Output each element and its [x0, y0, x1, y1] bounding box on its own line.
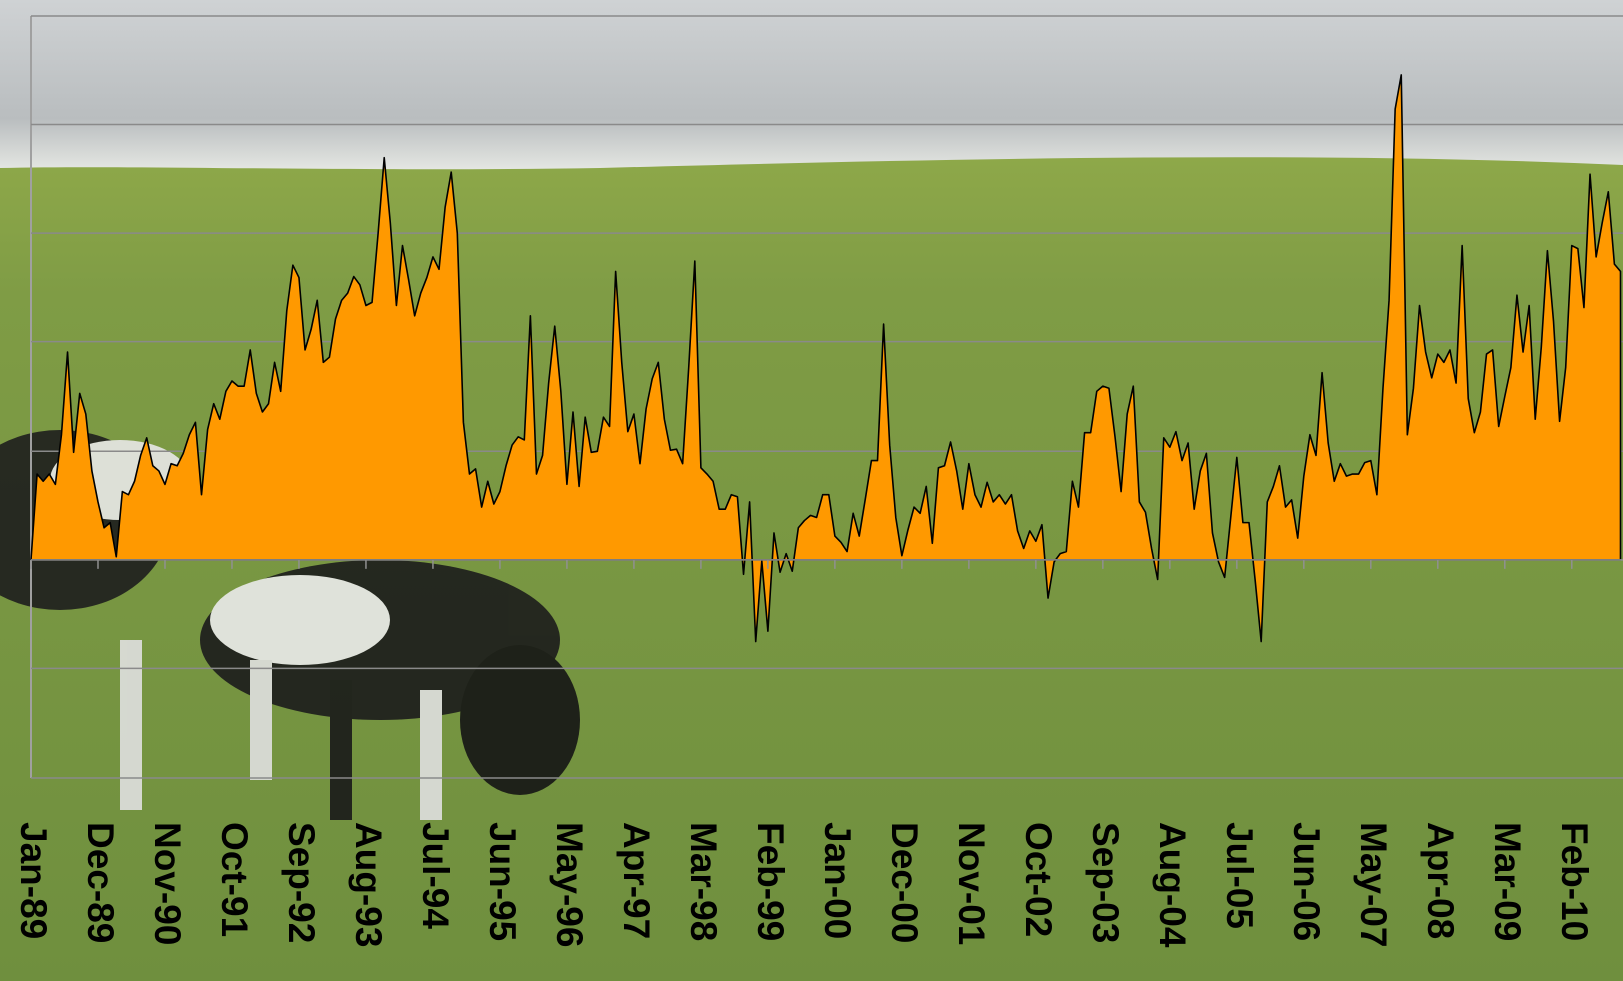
x-tick-label: Jul-05	[1219, 822, 1260, 929]
x-tick-label: Dec-89	[80, 822, 121, 943]
x-tick-label: Apr-97	[616, 822, 657, 939]
x-tick-label: Sep-03	[1085, 822, 1126, 943]
x-tick-label: Aug-04	[1152, 822, 1193, 948]
page: Jan-89 Dec-89 Nov-90 Oct-91 Sep-92 Aug-93 Jul-…	[0, 0, 1623, 981]
x-tick-label: Oct-91	[214, 822, 255, 937]
x-tick-label: Jun-95	[482, 822, 523, 941]
chart: Jan-89 Dec-89 Nov-90 Oct-91 Sep-92 Aug-93 Jul-…	[0, 0, 1623, 981]
x-tick-label: Sep-92	[281, 822, 322, 943]
x-tick-label: Dec-00	[884, 822, 925, 943]
x-tick-label: Feb-99	[750, 822, 791, 941]
background-sky	[0, 0, 1623, 169]
x-tick-label: May-07	[1353, 822, 1394, 947]
x-tick-label: Mar-98	[683, 822, 724, 941]
x-tick-label: Jan-00	[817, 822, 858, 939]
x-tick-label: Mar-09	[1487, 822, 1528, 941]
x-tick-label: Feb-10	[1554, 822, 1595, 941]
x-tick-label: Nov-90	[147, 822, 188, 945]
x-tick-label: Oct-02	[1018, 822, 1059, 937]
x-tick-label: Jan-89	[13, 822, 54, 939]
x-tick-label: Jun-06	[1286, 822, 1327, 941]
x-tick-label: Apr-08	[1420, 822, 1461, 939]
x-tick-label: Aug-93	[348, 822, 389, 947]
x-tick-label: Nov-01	[951, 822, 992, 945]
x-tick-label: Jul-94	[415, 822, 456, 929]
x-tick-label: May-96	[549, 822, 590, 947]
